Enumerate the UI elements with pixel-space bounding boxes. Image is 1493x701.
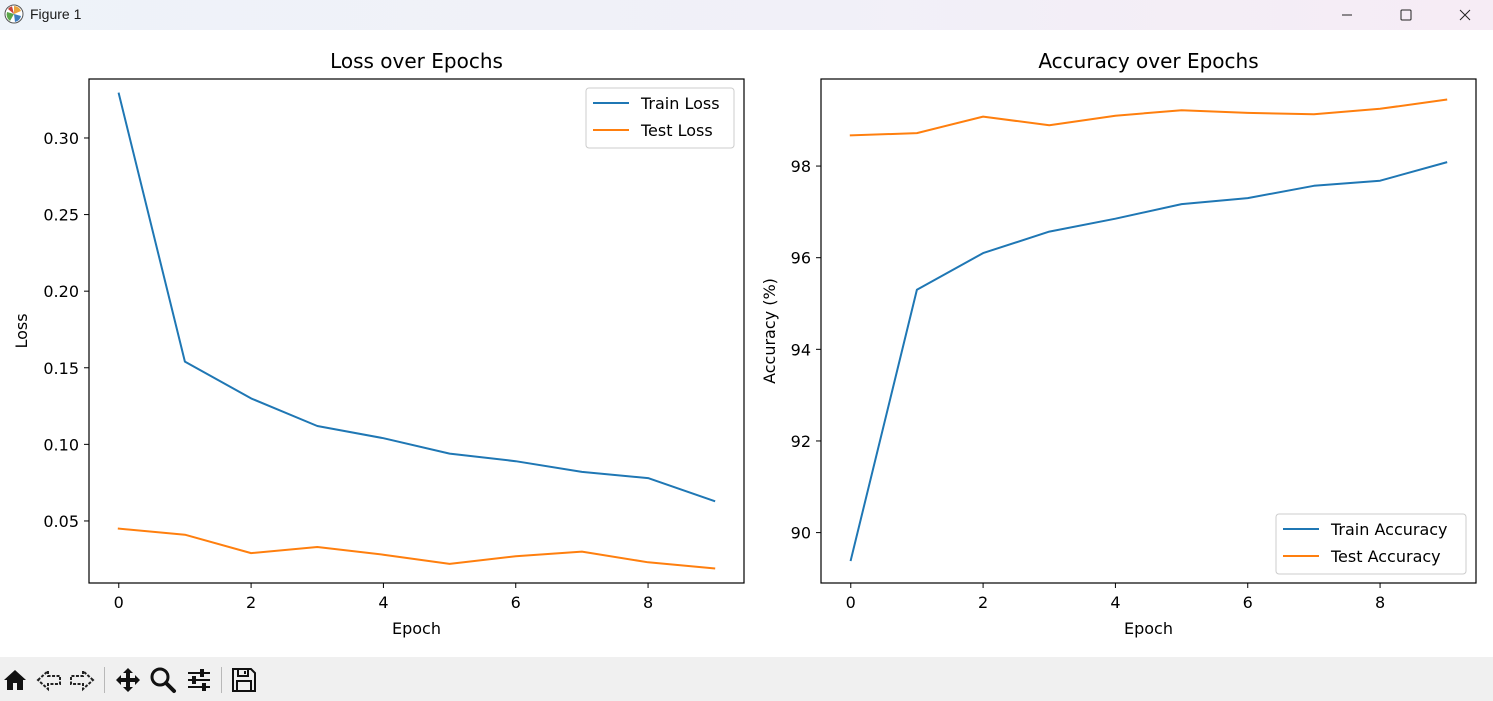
- x-tick-label: 4: [1110, 593, 1120, 612]
- figure-svg: Loss over Epochs 0 2 4 6 8 0.05 0.10 0.15 0.20 0.2…: [12, 49, 1477, 638]
- x-tick-label: 2: [978, 593, 988, 612]
- series-line-test-accuracy: [849, 98, 1448, 137]
- legend-box: [1275, 513, 1467, 575]
- series-line-train-loss: [117, 92, 716, 503]
- minimize-icon: [1342, 14, 1352, 16]
- chart-loss: Loss over Epochs 0 2 4 6 8 0.05 0.10 0.15 0.20 0.2…: [12, 49, 745, 638]
- y-tick-label: 0.10: [43, 435, 79, 454]
- legend: Train Loss Test Loss: [585, 87, 735, 149]
- y-tick-label: 98: [791, 157, 811, 176]
- y-tick-label: 96: [791, 249, 811, 268]
- back-arrow-icon: [36, 668, 61, 692]
- axes-frame: [820, 78, 1477, 584]
- window-title-bar: Figure 1: [0, 0, 1493, 30]
- chart-accuracy: Accuracy over Epochs 0 2 4 6 8 90 92 94 96 98 Epoch…: [760, 49, 1477, 638]
- x-tick-label: 6: [511, 593, 521, 612]
- y-tick-label: 94: [791, 340, 811, 359]
- toolbar-separator: [221, 667, 222, 693]
- configure-subplots-button[interactable]: [184, 665, 214, 695]
- forward-arrow-icon: [70, 668, 95, 692]
- forward-button[interactable]: [67, 665, 97, 695]
- x-tick-label: 0: [114, 593, 124, 612]
- y-tick-label: 0.20: [43, 282, 79, 301]
- y-axis-label: Loss: [12, 313, 31, 348]
- y-axis-label: Accuracy (%): [760, 278, 779, 384]
- save-button[interactable]: [229, 665, 259, 695]
- y-tick-label: 0.30: [43, 129, 79, 148]
- legend: Train Accuracy Test Accuracy: [1275, 513, 1467, 575]
- x-tick-label: 2: [246, 593, 256, 612]
- axes-frame: [88, 78, 745, 584]
- y-tick-label: 0.25: [43, 206, 79, 225]
- chart-title: Accuracy over Epochs: [1038, 49, 1258, 73]
- y-tick-label: 0.15: [43, 359, 79, 378]
- close-button[interactable]: [1436, 0, 1493, 30]
- window-title: Figure 1: [30, 6, 82, 22]
- legend-label: Test Accuracy: [1330, 547, 1441, 566]
- x-tick-label: 4: [378, 593, 388, 612]
- y-tick-label: 92: [791, 432, 811, 451]
- home-icon: [4, 670, 26, 690]
- y-tick-label: 0.05: [43, 512, 79, 531]
- home-button[interactable]: [0, 665, 30, 695]
- legend-label: Train Accuracy: [1330, 520, 1448, 539]
- navigation-toolbar: [0, 657, 1493, 701]
- back-button[interactable]: [34, 665, 64, 695]
- close-icon: [1459, 9, 1471, 21]
- figure-canvas[interactable]: Loss over Epochs 0 2 4 6 8 0.05 0.10 0.15 0.20 0.2…: [0, 30, 1493, 657]
- maximize-button[interactable]: [1377, 0, 1435, 30]
- x-tick-label: 0: [846, 593, 856, 612]
- series-line-test-loss: [117, 527, 716, 570]
- series-line-train-accuracy: [849, 161, 1448, 562]
- chart-title: Loss over Epochs: [330, 49, 503, 73]
- legend-label: Test Loss: [640, 121, 713, 140]
- zoom-magnifier-icon: [150, 667, 176, 693]
- zoom-button[interactable]: [148, 665, 178, 695]
- x-axis-label: Epoch: [1124, 619, 1173, 638]
- sliders-icon: [188, 669, 210, 691]
- matplotlib-logo-icon: [4, 4, 24, 24]
- x-axis-label: Epoch: [392, 619, 441, 638]
- toolbar-separator: [104, 667, 105, 693]
- y-tick-label: 90: [791, 524, 811, 543]
- floppy-disk-icon: [232, 668, 256, 692]
- x-tick-label: 8: [643, 593, 653, 612]
- maximize-icon: [1400, 9, 1412, 21]
- pan-move-icon: [116, 668, 140, 692]
- minimize-button[interactable]: [1318, 0, 1376, 30]
- x-tick-label: 6: [1243, 593, 1253, 612]
- x-tick-label: 8: [1375, 593, 1385, 612]
- pan-button[interactable]: [113, 665, 143, 695]
- legend-label: Train Loss: [640, 94, 720, 113]
